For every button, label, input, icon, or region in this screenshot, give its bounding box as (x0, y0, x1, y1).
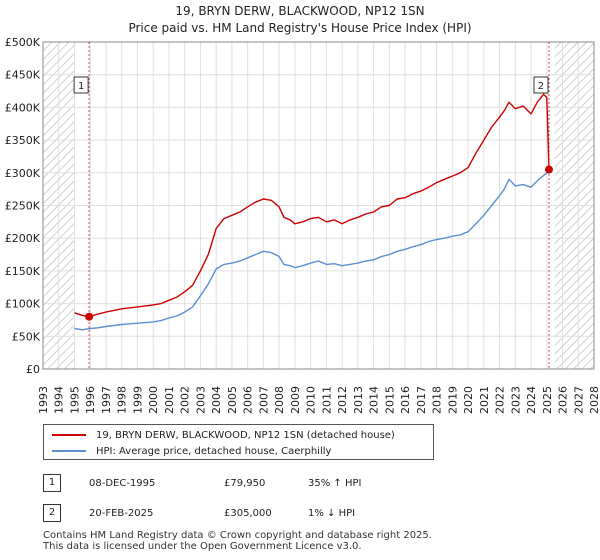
footer-copyright: Contains HM Land Registry data © Crown c… (43, 530, 432, 541)
annotation-box (73, 76, 89, 94)
y-tick-label: £200K (5, 232, 41, 245)
legend-swatch-blue (52, 450, 86, 452)
legend-label-property: 19, BRYN DERW, BLACKWOOD, NP12 1SN (deta… (96, 429, 395, 441)
y-tick-label: £250K (5, 200, 41, 213)
x-tick-label: 2000 (147, 386, 160, 414)
x-tick-label: 2023 (509, 386, 522, 414)
transaction-badge: 1 (43, 474, 61, 492)
transaction-hpi: 35% ↑ HPI (308, 477, 362, 489)
x-tick-label: 2002 (179, 386, 192, 414)
x-tick-label: 2025 (541, 386, 554, 414)
x-tick-label: 2008 (273, 386, 286, 414)
x-tick-label: 1995 (68, 386, 81, 414)
chart-subtitle: Price paid vs. HM Land Registry's House … (128, 21, 471, 35)
x-tick-label: 2022 (494, 386, 507, 414)
chart-title: 19, BRYN DERW, BLACKWOOD, NP12 1SN (175, 4, 424, 18)
plot-border (42, 41, 595, 370)
y-tick-label: £450K (5, 69, 41, 82)
x-tick-label: 2028 (588, 386, 600, 414)
y-tick-label: £0 (26, 363, 40, 376)
y-tick-label: £150K (5, 265, 41, 278)
x-tick-label: 2015 (383, 386, 396, 414)
series-line-property (74, 93, 552, 318)
sale-point (85, 312, 94, 321)
price-chart: 19, BRYN DERW, BLACKWOOD, NP12 1SN Price… (5, 4, 600, 414)
x-tick-label: 2001 (163, 386, 176, 414)
sale-point (544, 165, 553, 174)
x-tick-label: 1998 (116, 386, 129, 414)
x-tick-label: 2027 (572, 386, 585, 414)
x-tick-label: 2020 (462, 386, 475, 414)
x-tick-label: 2026 (557, 386, 570, 414)
annotation-label: 2 (538, 81, 544, 92)
transaction-hpi: 1% ↓ HPI (308, 507, 356, 519)
x-tick-label: 2006 (242, 386, 255, 414)
x-tick-label: 2010 (305, 386, 318, 414)
x-tick-label: 1999 (131, 386, 144, 414)
x-tick-label: 2011 (320, 386, 333, 414)
transaction-row: 2 20-FEB-2025 £305,000 1% ↓ HPI (43, 503, 503, 523)
legend: 19, BRYN DERW, BLACKWOOD, NP12 1SN (deta… (43, 424, 434, 460)
legend-swatch-red (52, 434, 86, 436)
x-tick-label: 2016 (399, 386, 412, 414)
x-tick-label: 1996 (84, 386, 97, 414)
y-tick-label: £100K (5, 298, 41, 311)
x-tick-label: 2013 (352, 386, 365, 414)
footer-licence: This data is licensed under the Open Gov… (43, 541, 362, 552)
plot-area: £0 £50K £100K £150K £200K £250K £300K £350K £400… (5, 36, 600, 414)
x-tick-label: 2009 (289, 386, 302, 414)
transaction-price: £305,000 (224, 507, 272, 519)
footer: Contains HM Land Registry data © Crown c… (43, 530, 432, 552)
x-tick-label: 2007 (257, 386, 270, 414)
x-tick-label: 2005 (226, 386, 239, 414)
annotation-label: 1 (78, 81, 84, 92)
x-tick-label: 2019 (446, 386, 459, 414)
transaction-row: 1 08-DEC-1995 £79,950 35% ↑ HPI (43, 473, 503, 493)
x-tick-label: 2012 (336, 386, 349, 414)
y-tick-label: £50K (12, 330, 41, 343)
y-tick-label: £350K (5, 134, 41, 147)
x-tick-label: 2021 (478, 386, 491, 414)
x-tick-label: 1993 (37, 386, 50, 414)
x-tick-label: 1997 (100, 386, 113, 414)
x-tick-label: 2014 (368, 386, 381, 414)
y-tick-label: £400K (5, 101, 41, 114)
transaction-price: £79,950 (224, 477, 266, 489)
legend-item-hpi: HPI: Average price, detached house, Caer… (52, 443, 331, 459)
x-tick-label: 2024 (525, 386, 538, 414)
x-tick-label: 2018 (431, 386, 444, 414)
y-tick-label: £300K (5, 167, 41, 180)
annotation-box (533, 76, 549, 94)
legend-item-property: 19, BRYN DERW, BLACKWOOD, NP12 1SN (deta… (52, 427, 395, 443)
y-tick-label: £500K (5, 36, 41, 49)
x-tick-label: 2003 (194, 386, 207, 414)
x-tick-label: 2017 (415, 386, 428, 414)
legend-label-hpi: HPI: Average price, detached house, Caer… (96, 445, 332, 457)
x-tick-label: 2004 (210, 386, 223, 414)
transaction-date: 08-DEC-1995 (89, 477, 156, 489)
series-line-hpi (74, 170, 552, 331)
x-tick-label: 1994 (53, 386, 66, 414)
transaction-date: 20-FEB-2025 (89, 507, 154, 519)
transaction-badge: 2 (43, 504, 61, 522)
